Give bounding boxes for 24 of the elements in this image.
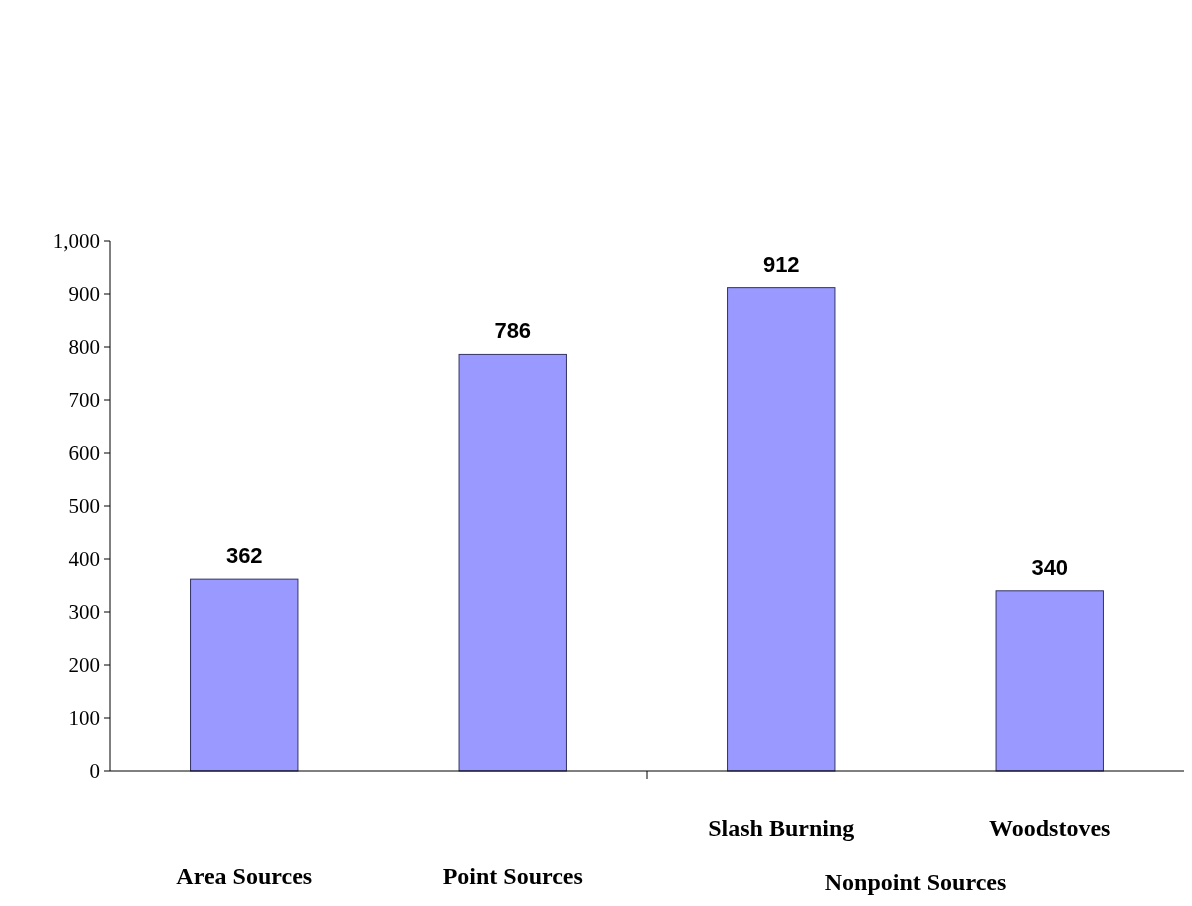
y-tick-label: 200 [68, 653, 100, 678]
y-tick-label: 300 [68, 600, 100, 625]
y-tick-label: 500 [68, 494, 100, 519]
y-tick-label: 0 [89, 759, 100, 784]
x-tick-label: Woodstoves [989, 815, 1111, 841]
y-tick-label: 700 [68, 388, 100, 413]
text: Nonpoint Sources [824, 869, 1007, 895]
y-tick-label: 600 [68, 441, 100, 466]
bar [458, 353, 567, 772]
data-label: 912 [762, 251, 800, 277]
data-label: 340 [1031, 554, 1069, 580]
bar [727, 287, 836, 772]
data-label: 786 [494, 318, 532, 344]
x-tick-label: Slash Burning [708, 815, 855, 841]
y-tick-label: 100 [68, 706, 100, 731]
y-tick-label: 1,000 [52, 229, 100, 254]
bar [190, 578, 299, 772]
data-label: 362 [225, 543, 263, 569]
x-tick-label: Area Sources [176, 863, 313, 889]
y-tick-label: 400 [68, 547, 100, 572]
x-tick-label: Point Sources [442, 863, 583, 889]
bar [995, 590, 1104, 772]
y-tick-label: 900 [68, 282, 100, 307]
y-tick-label: 800 [68, 335, 100, 360]
